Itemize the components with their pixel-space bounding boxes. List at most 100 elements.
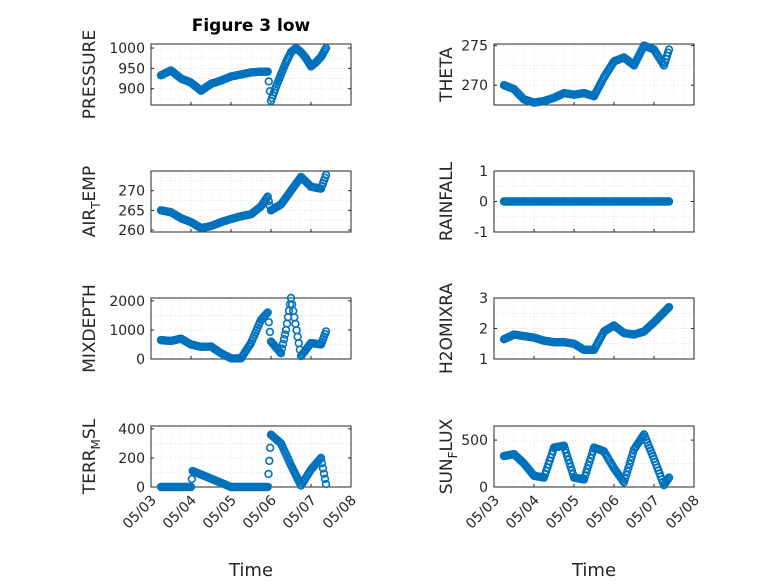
panel-5-data-point <box>663 304 673 313</box>
panel-7-data-point <box>566 462 575 472</box>
panel-1-data-point <box>664 45 674 54</box>
panel-0-ytick-label: 950 <box>118 61 145 77</box>
panel-4-data-point <box>279 335 289 344</box>
panel-5-ytick-label: 1 <box>479 352 488 368</box>
panel-4-data-point <box>280 330 290 339</box>
x-axis-label-right: Time <box>571 560 616 581</box>
panel-5-data-point <box>664 302 674 312</box>
panel-2-ylabel: AIRTEMP <box>80 166 103 237</box>
panel-7-data-point <box>565 459 574 468</box>
panel-7-data-point <box>626 456 635 465</box>
panel-2-data-point <box>264 196 273 206</box>
panel-2-axes-frame <box>150 170 352 233</box>
panel-7-data-point <box>623 467 632 476</box>
panel-7-data-point <box>625 459 634 469</box>
panel-7-data-point <box>567 466 576 475</box>
panel-6-data-point <box>186 482 196 492</box>
panel-4-data-point <box>276 348 286 358</box>
panel-7-data-point <box>580 471 590 481</box>
panel-4-data-point <box>261 310 270 320</box>
panel-4-axes-frame <box>150 297 352 360</box>
panel-3-ytick-label: -1 <box>474 225 488 241</box>
panel-6-data-point <box>319 469 329 478</box>
panel-0-data-point <box>264 77 273 86</box>
panel-3-ytick-label: 1 <box>479 164 488 180</box>
panel-2-ytick-label: 265 <box>118 203 145 219</box>
panel-0-ytick-label: 1000 <box>109 41 145 57</box>
panel-4-data-point <box>277 344 287 353</box>
panel-7-data-point <box>559 441 569 450</box>
panel-4-ytick-label: 0 <box>136 352 145 368</box>
panel-7-ytick-label: 500 <box>461 433 488 449</box>
panel-7-ytick-label: 0 <box>479 480 488 496</box>
figure-title: Figure 3 low <box>192 16 311 36</box>
panel-7-data-point <box>560 445 570 454</box>
panel-7-data-point <box>624 463 633 472</box>
panel-1-ylabel: THETA <box>437 47 457 103</box>
panel-7-data-point <box>564 455 573 465</box>
panel-7-data-point <box>582 468 591 477</box>
panel-6-data-point <box>316 453 326 463</box>
panel-7-data-point <box>587 450 596 459</box>
panel-7-axes-frame <box>493 425 695 488</box>
panel-6-ytick-label: 200 <box>118 451 145 467</box>
panel-7-data-point <box>583 464 592 474</box>
panel-6-data-point <box>318 464 328 473</box>
panel-7-data-point <box>627 452 636 461</box>
x-axis-label-left: Time <box>228 560 273 581</box>
panel-4-ytick-label: 1000 <box>109 323 145 339</box>
panel-1-ytick-label: 275 <box>461 39 488 55</box>
panel-7-ylabel: SUNFLUX <box>437 418 460 494</box>
panel-6-data-point <box>321 479 331 489</box>
panel-6-data-point <box>265 456 274 466</box>
panel-7-data-point <box>562 448 571 457</box>
panel-2-data-point <box>263 192 272 201</box>
panel-7-data-point <box>622 470 631 480</box>
panel-6-data-point <box>187 474 197 484</box>
panel-7-data-point <box>586 454 595 463</box>
panel-6-ytick-label: 400 <box>118 422 145 438</box>
panel-3-ytick-label: 0 <box>479 195 488 211</box>
panel-0-ytick-label: 900 <box>118 82 145 98</box>
panel-4-data-point <box>278 339 288 349</box>
panel-7-data-point <box>585 457 594 466</box>
panel-0-data-point <box>321 43 331 53</box>
panel-6-data-point <box>263 482 272 492</box>
panel-4-data-point <box>262 309 271 318</box>
panel-6-ytick-label: 0 <box>136 480 145 496</box>
panel-3-data-point <box>664 197 674 206</box>
panel-6-data-point <box>265 443 275 452</box>
panel-4-data-point <box>264 318 273 327</box>
panel-6-ylabel: TERRMSL <box>80 418 103 495</box>
panel-7-data-point <box>619 478 629 487</box>
panel-7-data-point <box>584 461 593 470</box>
panel-4-data-point <box>263 308 272 317</box>
panel-4-ytick-label: 2000 <box>109 294 145 310</box>
panel-1-axes-frame <box>493 43 695 106</box>
panel-5-data-point <box>662 305 672 314</box>
panel-2-data-point <box>321 170 331 180</box>
panel-5-ylabel: H2OMIXRA <box>437 283 457 374</box>
panel-4-data-point <box>265 327 275 337</box>
panel-5-ytick-label: 2 <box>479 322 488 338</box>
panel-7-data-point <box>620 474 630 483</box>
panel-6-data-point <box>264 469 273 479</box>
panel-2-ytick-label: 260 <box>118 223 145 239</box>
panel-1-ytick-label: 270 <box>461 78 488 94</box>
panel-5-ytick-label: 3 <box>479 291 488 307</box>
panel-3-ylabel: RAINFALL <box>437 161 457 241</box>
panel-4-ylabel: MIXDEPTH <box>80 284 100 373</box>
panel-4-data-point <box>321 327 331 336</box>
panel-6-data-point <box>317 458 327 468</box>
panel-7-data-point <box>664 473 674 482</box>
panel-0-ylabel: PRESSURE <box>80 30 100 119</box>
panel-7-data-point <box>579 475 589 484</box>
panel-6-data-point <box>320 474 330 484</box>
panel-0-axes-frame <box>150 43 352 106</box>
panel-0-data-point <box>263 67 272 76</box>
panel-2-ytick-label: 270 <box>118 184 145 200</box>
panel-7-data-point <box>563 452 572 461</box>
